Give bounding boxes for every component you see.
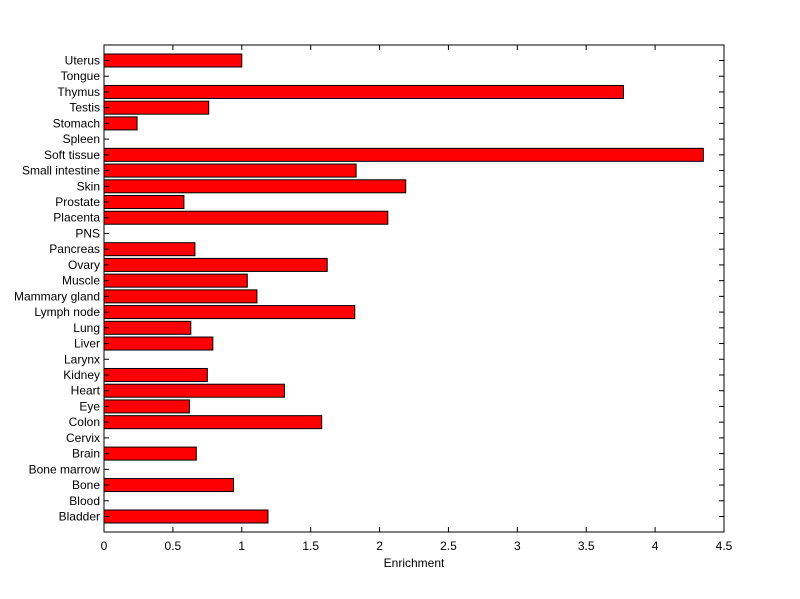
y-tick-label-skin: Skin — [77, 179, 100, 193]
bar-placenta — [103, 210, 389, 225]
y-tick-label-stomach: Stomach — [53, 116, 100, 130]
y-tick-label-pancreas: Pancreas — [49, 242, 100, 256]
y-tick-label-prostate: Prostate — [55, 195, 100, 209]
bar-bone — [103, 478, 235, 493]
y-tick-label-bladder: Bladder — [59, 510, 100, 524]
bar-muscle — [103, 273, 248, 288]
bar-liver — [103, 336, 214, 351]
plot-area — [104, 45, 724, 532]
x-tick-label-6: 3 — [514, 539, 521, 553]
y-tick-label-kidney: Kidney — [63, 368, 100, 382]
y-tick-label-cervix: Cervix — [66, 431, 100, 445]
x-tick-label-8: 4 — [652, 539, 659, 553]
x-tick-label-0: 0 — [101, 539, 108, 553]
x-tick-label-7: 3.5 — [578, 539, 595, 553]
bar-lung — [103, 320, 192, 335]
y-tick-label-blood: Blood — [69, 494, 100, 508]
y-tick-label-muscle: Muscle — [62, 274, 100, 288]
x-tick-labels: 0 0.5 1 1.5 2 2.5 3 3.5 4 4.5 — [101, 539, 733, 553]
x-tick-label-3: 1.5 — [302, 539, 319, 553]
y-tick-label-ovary: Ovary — [68, 258, 100, 272]
bar-prostate — [103, 195, 185, 210]
bar-testis — [103, 100, 210, 115]
bar-mammary-gland — [103, 289, 258, 304]
x-tick-label-2: 1 — [238, 539, 245, 553]
bar-colon — [103, 415, 323, 430]
y-tick-label-liver: Liver — [74, 337, 100, 351]
bar-pancreas — [103, 242, 196, 257]
bar-skin — [103, 179, 407, 194]
y-tick-label-brain: Brain — [72, 447, 100, 461]
y-tick-label-mammary-gland: Mammary gland — [14, 289, 100, 303]
bar-brain — [103, 446, 197, 461]
y-tick-label-uterus: Uterus — [65, 54, 100, 68]
x-axis-label: Enrichment — [384, 556, 445, 570]
bar-small-intestine — [103, 163, 357, 178]
y-tick-label-placenta: Placenta — [53, 211, 100, 225]
y-tick-label-eye: Eye — [79, 399, 100, 413]
y-tick-label-colon: Colon — [69, 415, 100, 429]
y-tick-label-lymph-node: Lymph node — [34, 305, 100, 319]
y-tick-label-small-intestine: Small intestine — [22, 164, 100, 178]
x-tick-label-5: 2.5 — [440, 539, 457, 553]
bar-uterus — [103, 53, 243, 68]
y-tick-label-bone-marrow: Bone marrow — [29, 462, 101, 476]
y-tick-label-soft-tissue: Soft tissue — [44, 148, 100, 162]
y-tick-label-tongue: Tongue — [61, 69, 101, 83]
y-tick-label-bone: Bone — [72, 478, 100, 492]
x-tick-label-4: 2 — [376, 539, 383, 553]
bar-ovary — [103, 257, 328, 272]
bar-lymph-node — [103, 305, 356, 320]
x-tick-label-9: 4.5 — [716, 539, 733, 553]
bar-kidney — [103, 367, 208, 382]
bar-thymus — [103, 84, 624, 99]
x-tick-label-1: 0.5 — [165, 539, 182, 553]
bar-heart — [103, 383, 285, 398]
y-tick-label-spleen: Spleen — [63, 132, 100, 146]
y-tick-label-heart: Heart — [71, 384, 101, 398]
bar-soft-tissue — [103, 147, 704, 162]
plot-frame — [103, 44, 725, 533]
y-tick-label-lung: Lung — [73, 321, 100, 335]
y-tick-label-pns: PNS — [75, 226, 100, 240]
y-tick-marks — [104, 60, 724, 517]
bar-eye — [103, 399, 190, 414]
bar-bladder — [103, 509, 269, 524]
y-tick-label-larynx: Larynx — [64, 352, 100, 366]
y-tick-label-thymus: Thymus — [57, 85, 100, 99]
y-tick-label-testis: Testis — [69, 101, 100, 115]
